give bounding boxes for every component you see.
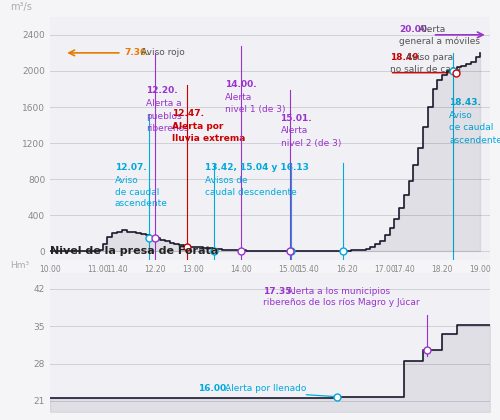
Text: Alerta: Alerta [280, 126, 308, 135]
Text: 13.42, 15.04 y 16.13: 13.42, 15.04 y 16.13 [206, 163, 310, 172]
Text: de caudal: de caudal [450, 123, 494, 132]
Text: nivel 2 (de 3): nivel 2 (de 3) [280, 139, 341, 148]
Text: general a móviles: general a móviles [399, 37, 480, 46]
Text: 15.01.: 15.01. [280, 113, 312, 123]
Text: 18.49.: 18.49. [390, 53, 422, 62]
Text: 14.00.: 14.00. [224, 80, 256, 89]
Text: Avisos de: Avisos de [206, 176, 248, 185]
Text: 16.00.: 16.00. [198, 384, 230, 394]
Text: Nivel de la presa de Forata: Nivel de la presa de Forata [50, 247, 218, 256]
Text: Alerta: Alerta [224, 93, 252, 102]
Text: ribereños de los ríos Magro y Júcar: ribereños de los ríos Magro y Júcar [263, 298, 420, 307]
Text: Alerta por: Alerta por [172, 122, 224, 131]
Text: Aviso rojo: Aviso rojo [141, 48, 184, 58]
Text: ribereños: ribereños [146, 124, 188, 134]
Text: Alerta: Alerta [419, 25, 446, 34]
Text: Aviso para: Aviso para [406, 53, 454, 62]
Text: 12.07.: 12.07. [114, 163, 146, 172]
Text: nivel 1 (de 3): nivel 1 (de 3) [224, 105, 285, 114]
Text: 12.20.: 12.20. [146, 87, 178, 95]
Text: Hm³: Hm³ [10, 261, 29, 270]
Text: Aviso: Aviso [450, 111, 473, 120]
Text: ascendente: ascendente [450, 136, 500, 145]
Text: m³/s: m³/s [10, 2, 32, 12]
Text: 18.43.: 18.43. [450, 98, 481, 107]
Text: pueblos: pueblos [146, 112, 182, 121]
Text: no salir de casa: no salir de casa [390, 65, 460, 74]
Text: Alerta por llenado: Alerta por llenado [224, 384, 306, 394]
Text: ascendente: ascendente [114, 199, 168, 208]
Text: 20.00.: 20.00. [399, 25, 430, 34]
Text: 12.47.: 12.47. [172, 109, 204, 118]
Text: lluvia extrema: lluvia extrema [172, 134, 246, 143]
Text: caudal descendente: caudal descendente [206, 189, 297, 197]
Text: Alerta a los municipios: Alerta a los municipios [286, 287, 390, 297]
Text: Aviso: Aviso [114, 176, 138, 185]
Text: Alerta a: Alerta a [146, 99, 182, 108]
Text: de caudal: de caudal [114, 188, 159, 197]
Text: 17.35.: 17.35. [263, 287, 294, 297]
Text: 7.36.: 7.36. [124, 48, 150, 58]
